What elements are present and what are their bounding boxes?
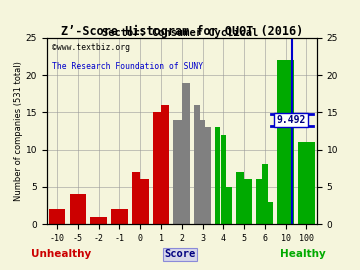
Bar <box>244 179 252 224</box>
Bar <box>256 179 262 224</box>
Bar <box>182 83 190 224</box>
Bar <box>226 187 232 224</box>
Bar <box>90 217 107 224</box>
Y-axis label: Number of companies (531 total): Number of companies (531 total) <box>14 61 23 201</box>
Text: The Research Foundation of SUNY: The Research Foundation of SUNY <box>52 62 203 71</box>
Bar <box>236 172 244 224</box>
Bar <box>262 164 267 224</box>
Bar <box>174 120 182 224</box>
Bar <box>49 209 66 224</box>
Title: Z’-Score Histogram for QUOT (2016): Z’-Score Histogram for QUOT (2016) <box>61 25 303 38</box>
Bar <box>278 60 294 224</box>
Bar <box>221 135 226 224</box>
Text: Healthy: Healthy <box>279 249 325 259</box>
Bar <box>268 202 273 224</box>
Bar <box>161 105 170 224</box>
Bar <box>200 120 205 224</box>
Text: ©www.textbiz.org: ©www.textbiz.org <box>52 43 130 52</box>
Bar <box>69 194 78 224</box>
Bar <box>111 209 128 224</box>
Bar <box>215 127 220 224</box>
Text: Score: Score <box>165 249 195 259</box>
Bar <box>206 127 211 224</box>
Bar <box>194 105 200 224</box>
Bar <box>132 172 140 224</box>
Bar <box>78 194 86 224</box>
Text: Sector: Consumer Cyclical: Sector: Consumer Cyclical <box>102 28 258 38</box>
Bar <box>298 142 315 224</box>
Text: 9.492: 9.492 <box>276 115 306 125</box>
Bar <box>140 179 149 224</box>
Bar <box>153 112 161 224</box>
Text: Unhealthy: Unhealthy <box>31 249 91 259</box>
